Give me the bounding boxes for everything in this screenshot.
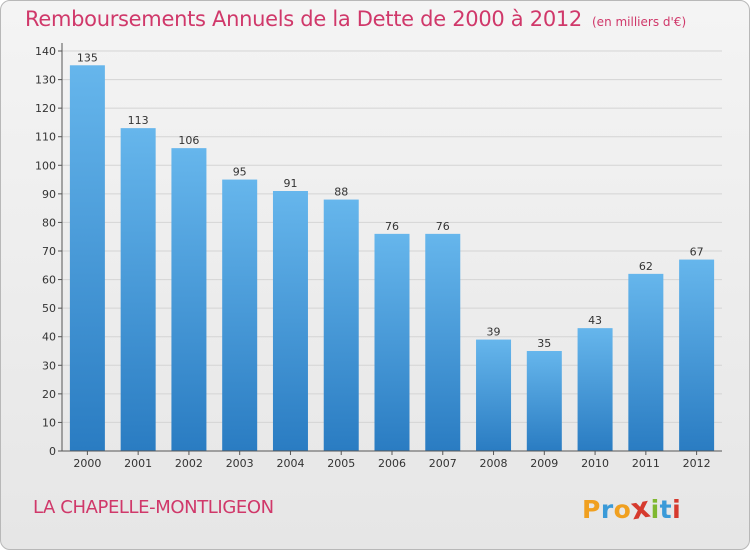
x-tick-label-2012: 2012 (683, 457, 711, 470)
logo-letter-0: P (582, 495, 601, 524)
y-tick-label-120: 120 (35, 102, 56, 115)
logo-letter-1: r (600, 495, 614, 524)
data-labels: 135 113 106 95 91 88 76 76 39 35 43 62 67 (77, 51, 704, 350)
y-tick-label-70: 70 (42, 245, 56, 258)
y-tick-label-100: 100 (35, 159, 56, 172)
bar-2002 (171, 148, 207, 451)
logo-letter-4: i (650, 495, 660, 524)
y-tick-label-110: 110 (35, 131, 56, 144)
x-tick-label-2007: 2007 (429, 457, 457, 470)
x-tick-label-2006: 2006 (378, 457, 406, 470)
y-tick-label-20: 20 (42, 388, 56, 401)
data-label-2007: 76 (436, 220, 450, 233)
y-axis-ticks: 0 10 20 30 40 50 60 70 80 90 100 110 120 130 140 (35, 45, 62, 458)
logo-letter-6: i (672, 495, 682, 524)
bar-2003 (222, 179, 258, 452)
data-label-2002: 106 (178, 134, 199, 147)
y-tick-label-40: 40 (42, 331, 56, 344)
chart-title: Remboursements Annuels de la Dette de 20… (25, 7, 686, 31)
bar-2005 (323, 199, 359, 451)
y-tick-label-30: 30 (42, 359, 56, 372)
data-label-2005: 88 (334, 186, 348, 199)
data-label-2001: 113 (128, 114, 149, 127)
data-label-2000: 135 (77, 51, 98, 64)
data-label-2010: 43 (588, 314, 602, 327)
x-axis-ticks: 2000 2001 2002 2003 2004 2005 2006 2007 2008 2009… (73, 451, 711, 470)
logo-letter-5: t (659, 495, 673, 524)
title-text: Remboursements Annuels de la Dette de 20… (25, 7, 582, 31)
x-tick-label-2011: 2011 (632, 457, 660, 470)
y-tick-label-60: 60 (42, 274, 56, 287)
bar-2004 (272, 191, 308, 451)
x-tick-label-2004: 2004 (276, 457, 304, 470)
data-label-2006: 76 (385, 220, 399, 233)
x-tick-label-2001: 2001 (124, 457, 152, 470)
y-tick-label-130: 130 (35, 74, 56, 87)
data-label-2009: 35 (537, 337, 551, 350)
y-tick-label-90: 90 (42, 188, 56, 201)
bar-2001 (120, 128, 156, 451)
y-tick-label-50: 50 (42, 302, 56, 315)
y-tick-label-0: 0 (49, 445, 56, 458)
x-tick-label-2008: 2008 (480, 457, 508, 470)
x-tick-label-2009: 2009 (530, 457, 558, 470)
bar-2000 (69, 65, 105, 452)
data-label-2008: 39 (487, 326, 501, 339)
data-label-2011: 62 (639, 260, 653, 273)
proxiti-logo: Proxiti (582, 490, 682, 527)
logo-letter-2: o (613, 495, 632, 524)
bar-2007 (425, 233, 461, 451)
x-tick-label-2003: 2003 (226, 457, 254, 470)
bar-2008 (476, 339, 512, 451)
commune-name: LA CHAPELLE-MONTLIGEON (33, 497, 274, 518)
x-tick-label-2002: 2002 (175, 457, 203, 470)
bar-series (69, 65, 715, 452)
y-tick-label-80: 80 (42, 216, 56, 229)
x-tick-label-2005: 2005 (327, 457, 355, 470)
title-unit: (en milliers d'€) (592, 15, 687, 29)
y-tick-label-140: 140 (35, 45, 56, 58)
x-tick-label-2000: 2000 (73, 457, 101, 470)
bar-2011 (628, 273, 664, 451)
y-tick-label-10: 10 (42, 416, 56, 429)
x-tick-label-2010: 2010 (581, 457, 609, 470)
bar-2009 (526, 351, 562, 451)
bar-2010 (577, 328, 613, 451)
bar-2006 (374, 233, 410, 451)
bar-2012 (679, 259, 715, 451)
data-label-2012: 67 (690, 246, 704, 259)
data-label-2003: 95 (233, 166, 247, 179)
data-label-2004: 91 (283, 177, 297, 190)
